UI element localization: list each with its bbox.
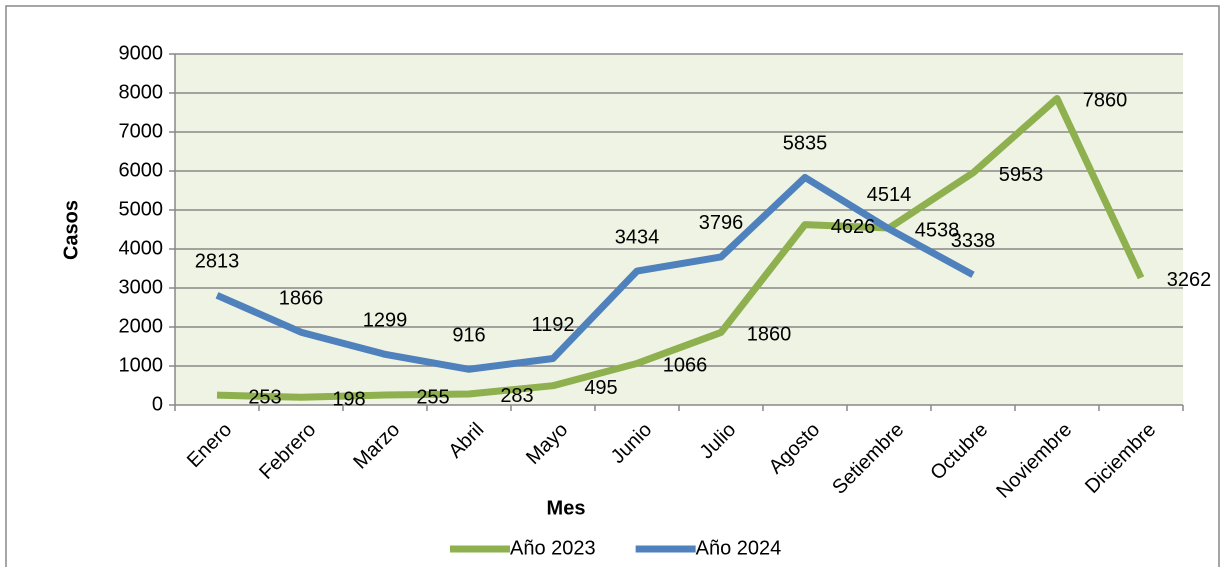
data-label: 916 <box>452 325 485 347</box>
y-tick-label: 4000 <box>119 237 164 259</box>
legend-label: Año 2024 <box>696 537 782 559</box>
y-tick-label: 5000 <box>119 198 164 220</box>
data-label: 1866 <box>279 288 324 310</box>
data-label: 4626 <box>831 216 876 238</box>
series-line <box>215 173 975 373</box>
legend-label: Año 2023 <box>510 537 596 559</box>
data-label: 3796 <box>699 212 744 234</box>
y-axis-title: Casos <box>60 200 82 260</box>
x-axis-title: Mes <box>547 497 586 519</box>
y-tick-label: 8000 <box>119 81 164 103</box>
data-label: 1066 <box>663 355 708 377</box>
y-tick-label: 6000 <box>119 159 164 181</box>
data-label: 495 <box>584 377 617 399</box>
data-label: 255 <box>416 386 449 408</box>
y-tick-label: 3000 <box>119 276 164 298</box>
y-tick-label: 7000 <box>119 120 164 142</box>
data-label: 3262 <box>1167 269 1212 291</box>
data-label: 3434 <box>615 226 660 248</box>
data-label: 1192 <box>531 314 574 336</box>
data-label: 1860 <box>747 324 792 346</box>
data-label: 283 <box>500 385 533 407</box>
y-tick-label: 1000 <box>119 354 164 376</box>
data-label: 4538 <box>915 219 960 241</box>
y-tick-label: 9000 <box>119 42 164 64</box>
y-tick-label: 2000 <box>119 315 164 337</box>
data-label: 253 <box>248 386 281 408</box>
data-label: 7860 <box>1083 90 1128 112</box>
data-label: 2813 <box>195 251 240 273</box>
series-line <box>216 94 1145 401</box>
data-label: 198 <box>332 389 365 411</box>
y-tick-label: 0 <box>152 393 163 415</box>
data-label: 1299 <box>363 310 408 332</box>
data-label: 5835 <box>783 133 828 155</box>
plot-area <box>175 54 1183 405</box>
data-label: 4514 <box>867 184 912 206</box>
data-label: 3338 <box>951 230 996 252</box>
data-label: 5953 <box>999 164 1044 186</box>
